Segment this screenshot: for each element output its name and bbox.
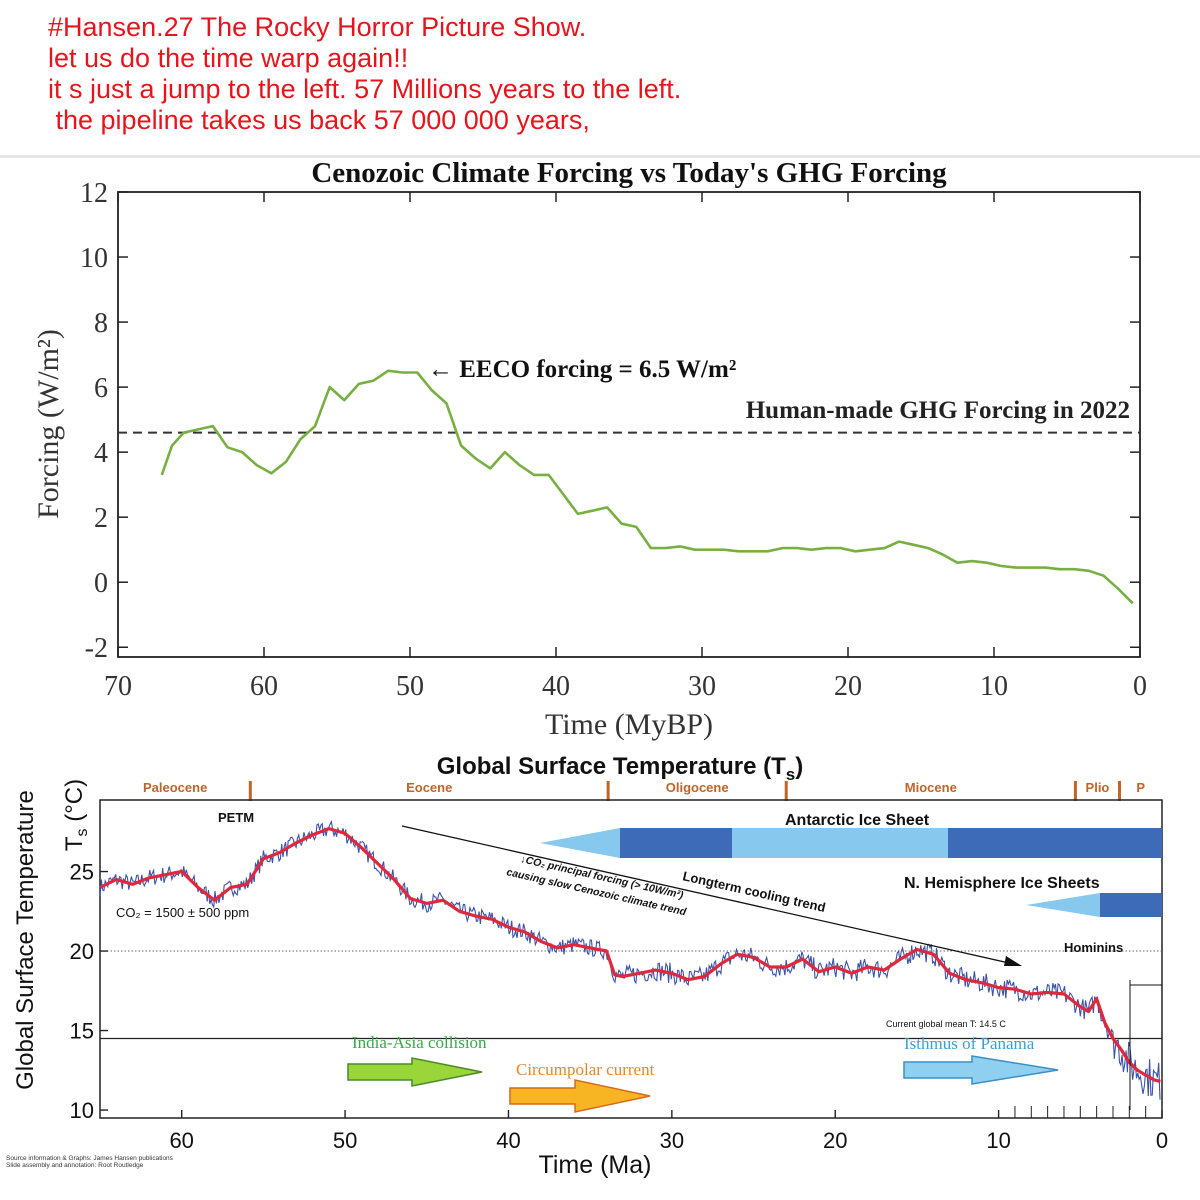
temperature-xlabel: Time (Ma) [539,1151,652,1179]
epoch-label: Eocene [406,780,452,795]
temperature-reference-lines [100,950,1162,1040]
forcing-xtick-label: 10 [980,671,1008,702]
forcing-series-line [160,369,1134,605]
forcing-ytick-label: 4 [94,438,108,469]
divider [0,155,1200,158]
header-line-4: the pipeline takes us back 57 000 000 ye… [48,105,590,135]
india-asia-arrow [347,1057,483,1087]
temperature-ytick-label: 20 [70,939,94,964]
current-mean-label: Current global mean T: 14.5 C [886,1019,1006,1029]
panama-arrow [903,1055,1059,1085]
nh-ice-label: N. Hemisphere Ice Sheets [904,875,1100,892]
circumpolar-arrow [509,1079,651,1113]
epoch-bar: Paleocene Eocene Oligocene Miocene Plio P [143,780,1145,801]
forcing-xtick-label: 50 [396,671,424,702]
epoch-boundary-tick [784,781,788,801]
source-line-1: Source information & Graphs: James Hanse… [6,1155,174,1162]
source-line-2: Slide assembly and annotation: Root Rout… [6,1162,144,1169]
temperature-xtick-label: 60 [169,1128,193,1153]
forcing-ytick-label: 12 [80,178,108,209]
epoch-label: Miocene [905,780,957,795]
forcing-chart-background [0,158,1200,745]
header-line-2: let us do the time warp again!! [48,43,409,73]
forcing-xtick-label: 40 [542,671,570,702]
epoch-boundary-tick [1118,781,1122,801]
temperature-xtick-label: 10 [986,1128,1010,1153]
forcing-ytick-label: 8 [94,308,108,339]
temperature-chart-title: Global Surface Temperature (Ts) [437,753,803,784]
forcing-xlabel: Time (MyBP) [545,708,713,741]
temperature-ticks: 60 50 40 30 20 10 0 10 15 20 25 [70,860,1169,1153]
forcing-ytick-label: 6 [94,373,108,404]
forcing-xtick-label: 20 [834,671,862,702]
forcing-ytick-label: 2 [94,503,108,534]
forcing-series [160,369,1134,605]
forcing-reference-label: Human-made GHG Forcing in 2022 [746,397,1130,424]
cooling-trend-arrowhead [1004,956,1022,966]
hominins-label: Hominins [1064,940,1123,955]
forcing-ytick-label: -2 [85,633,108,664]
epoch-boundary-tick [1073,781,1077,801]
header-line-3: it s just a jump to the left. 57 Million… [48,74,682,104]
forcing-xtick-label: 30 [688,671,716,702]
temperature-xtick-label: 50 [333,1128,357,1153]
forcing-xtick-label: 70 [104,671,132,702]
circumpolar-label: Circumpolar current [516,1060,655,1079]
temperature-xtick-label: 20 [823,1128,847,1153]
temperature-ytick-label: 25 [70,860,94,885]
temperature-xtick-label: 30 [660,1128,684,1153]
petm-label: PETM [218,810,254,825]
forcing-ytick-label: 0 [94,568,108,599]
antarctic-ice-segment [948,828,1162,858]
temperature-ylabel-symbol: Ts (°C) [61,779,91,851]
header-line-1: #Hansen.27 The Rocky Horror Picture Show… [48,12,587,42]
temperature-ytick-label: 10 [70,1098,94,1123]
header-text: #Hansen.27 The Rocky Horror Picture Show… [0,0,1200,158]
temperature-noisy-series [99,819,1161,1100]
forcing-xtick-label: 0 [1133,671,1147,702]
epoch-label: Oligocene [666,780,729,795]
epoch-label: Paleocene [143,780,207,795]
forcing-xtick-label: 60 [250,671,278,702]
forcing-chart-title: Cenozoic Climate Forcing vs Today's GHG … [311,157,947,189]
antarctic-ice-segment [732,828,948,858]
epoch-label: P [1136,780,1145,795]
temperature-chart: Global Surface Temperature (Ts) Paleocen… [0,745,1200,1200]
temperature-ytick-label: 15 [70,1019,94,1044]
eeco-annotation: ← EECO forcing = 6.5 W/m² [428,356,736,383]
antarctic-label: Antarctic Ice Sheet [785,812,930,829]
temperature-xtick-label: 0 [1156,1128,1168,1153]
forcing-ylabel: Forcing (W/m²) [32,329,65,519]
antarctic-ice-segment [620,828,732,858]
forcing-chart: Cenozoic Climate Forcing vs Today's GHG … [0,157,1200,745]
cooling-trend-arrow [401,825,1019,966]
epoch-label: Plio [1086,780,1110,795]
temperature-xtick-label: 40 [496,1128,520,1153]
temperature-chart-background [0,745,1200,1200]
temperature-plot-frame [99,799,1163,1119]
epoch-boundary-tick [248,781,252,801]
panama-label: Isthmus of Panama [904,1034,1035,1053]
nh-ice-segment [1100,893,1162,917]
temperature-ylabel: Global Surface Temperature [12,790,39,1090]
temperature-smoothed-series [99,826,1161,1083]
epoch-boundary-tick [606,781,610,801]
india-asia-label: India-Asia collision [352,1033,487,1052]
co2-label: CO₂ = 1500 ± 500 ppm [116,905,249,920]
nh-ice-taper [1026,893,1100,917]
temperature-series [99,819,1161,1100]
antarctic-ice-taper [540,828,620,858]
forcing-ytick-label: 10 [80,243,108,274]
eeco-annotation-text: ← EECO forcing = 6.5 W/m² [428,356,736,383]
forcing-plot-frame [117,191,1141,658]
forcing-ticks: 70 60 50 40 30 20 10 0 -2 0 2 4 6 8 10 12 [80,178,1147,702]
ice-sheet-bars [540,828,1162,917]
